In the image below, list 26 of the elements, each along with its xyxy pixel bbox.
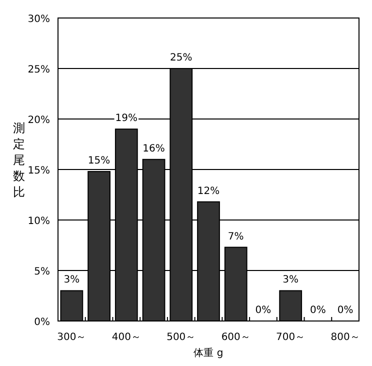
data-label: 25% bbox=[170, 52, 192, 64]
y-tick-label: 30% bbox=[28, 14, 50, 25]
y-tick-label: 20% bbox=[28, 115, 50, 126]
y-tick-label: 0% bbox=[34, 317, 50, 328]
y-tick-label: 15% bbox=[28, 166, 50, 176]
x-tick-label: 500～ bbox=[166, 332, 196, 343]
y-tick-label: 25% bbox=[28, 64, 50, 76]
y-axis-title: 測定尾数比 bbox=[13, 121, 25, 199]
data-label: 19% bbox=[115, 113, 138, 124]
data-label: 0% bbox=[310, 305, 326, 316]
data-label: 12% bbox=[197, 186, 220, 197]
x-tick-label: 300～ bbox=[57, 332, 86, 343]
y-tick-label: 5% bbox=[34, 266, 50, 278]
x-tick-label: 600～ bbox=[221, 332, 250, 343]
x-tick-label: 800～ bbox=[330, 332, 360, 343]
x-tick-label: 400～ bbox=[112, 332, 141, 343]
data-label: 0% bbox=[255, 305, 272, 316]
data-label: 7% bbox=[228, 231, 244, 242]
x-tick-label: 700～ bbox=[276, 332, 306, 343]
x-axis-title: 体重 g bbox=[194, 347, 224, 359]
data-label: 3% bbox=[64, 274, 80, 286]
data-label: 16% bbox=[142, 143, 165, 154]
data-label: 15% bbox=[88, 156, 110, 167]
y-tick-label: 10% bbox=[28, 216, 50, 227]
data-label: 3% bbox=[282, 274, 299, 286]
data-label: 0% bbox=[337, 305, 354, 316]
